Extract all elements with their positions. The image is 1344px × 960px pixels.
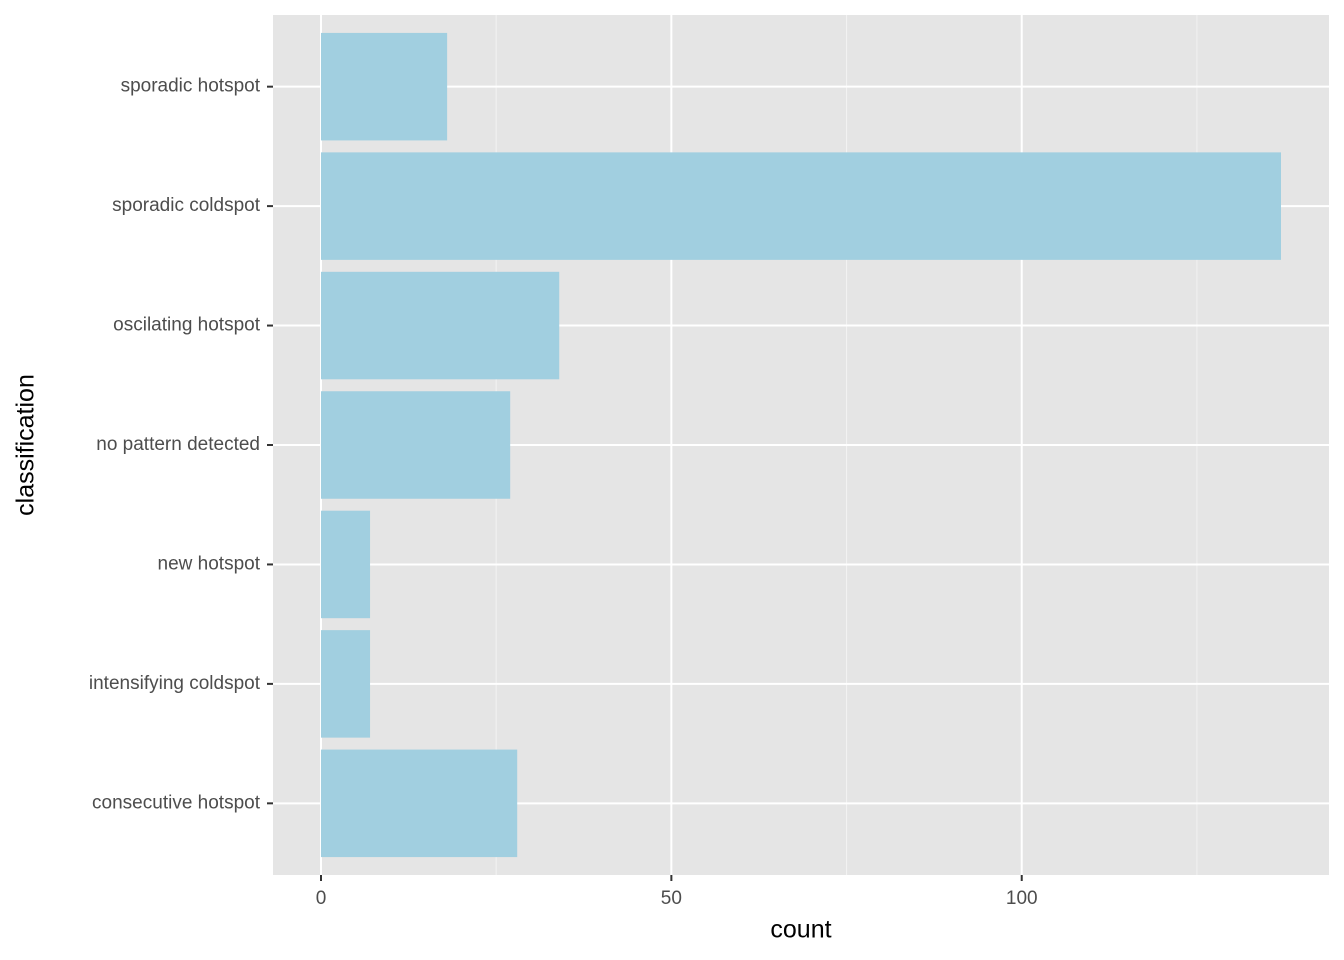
- bar: [321, 152, 1281, 260]
- x-axis-label: count: [770, 916, 831, 944]
- bar: [321, 391, 511, 499]
- y-tick-label: new hotspot: [158, 553, 261, 574]
- y-axis-label: classification: [12, 374, 40, 516]
- x-tick-label: 50: [661, 888, 682, 909]
- bar: [321, 510, 371, 619]
- bar: [321, 630, 371, 738]
- bar: [321, 32, 448, 141]
- bar: [321, 271, 560, 380]
- y-tick-label: sporadic hotspot: [121, 76, 261, 97]
- y-tick-label: oscilating hotspot: [113, 315, 261, 336]
- bar: [321, 749, 518, 858]
- y-tick-label: consecutive hotspot: [92, 792, 261, 813]
- y-tick-label: sporadic coldspot: [112, 195, 261, 216]
- x-tick-label: 0: [316, 888, 327, 909]
- x-tick-label: 100: [1006, 888, 1038, 909]
- y-tick-label: no pattern detected: [96, 434, 260, 455]
- y-tick-label: intensifying coldspot: [89, 673, 261, 694]
